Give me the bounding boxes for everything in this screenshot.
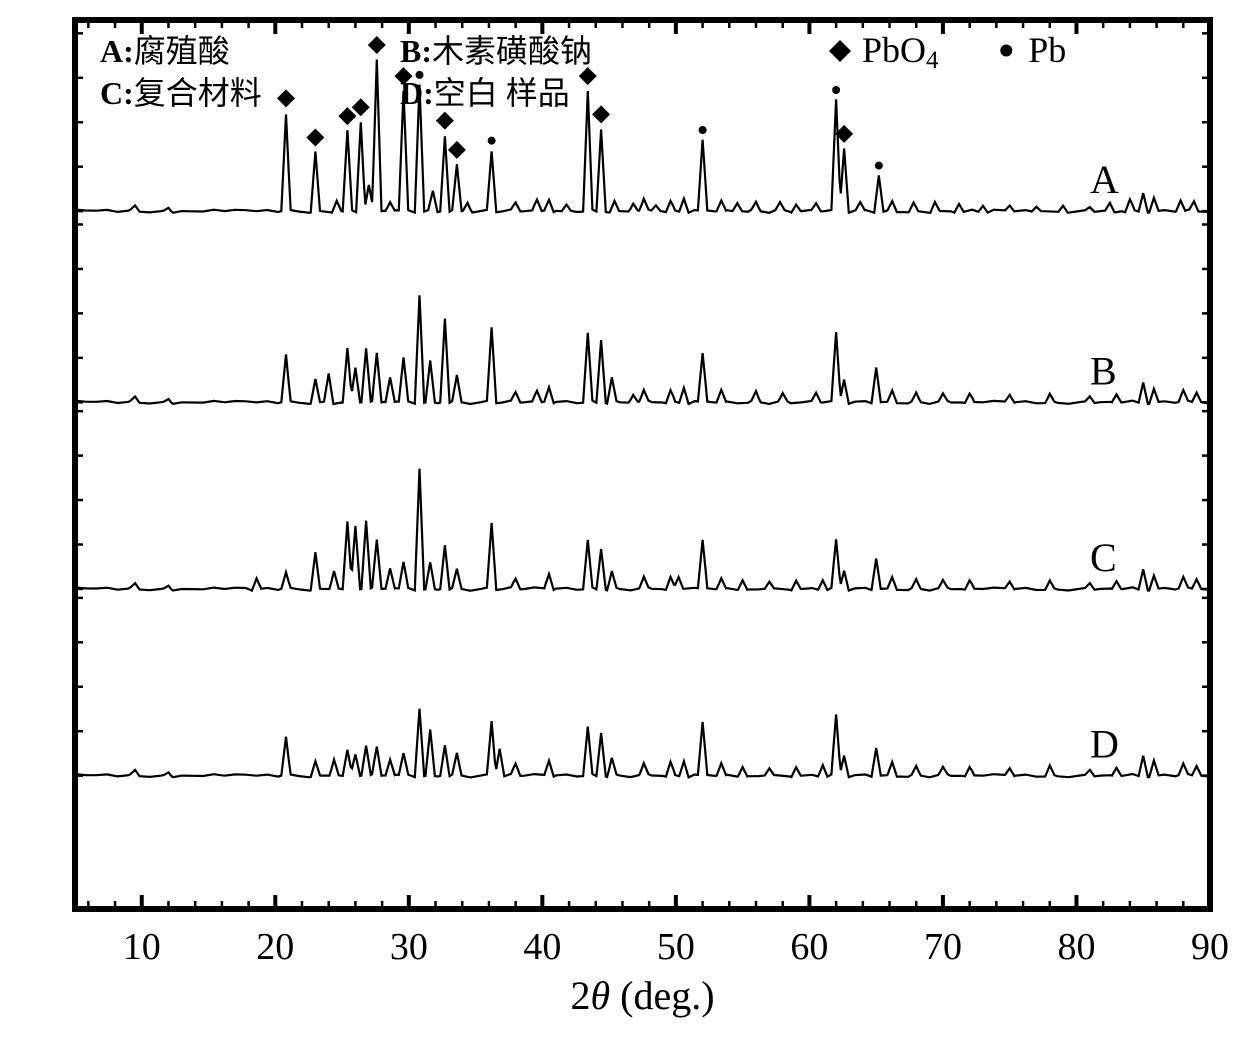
- trace-label-A: A: [1090, 157, 1119, 202]
- legend-dot-icon: [1000, 44, 1012, 56]
- marker-dot: [875, 162, 883, 170]
- marker-dot: [832, 86, 840, 94]
- svg-text:60: 60: [790, 926, 828, 968]
- legend-sample-A: A:腐殖酸: [100, 33, 230, 69]
- svg-text:20: 20: [256, 926, 294, 968]
- trace-label-B: B: [1090, 348, 1117, 393]
- marker-dot: [488, 137, 496, 145]
- legend-sample-B: B:木素磺酸钠: [400, 33, 592, 69]
- svg-text:90: 90: [1191, 926, 1229, 968]
- svg-text:10: 10: [123, 926, 161, 968]
- svg-text:50: 50: [657, 926, 695, 968]
- trace-label-C: C: [1090, 535, 1117, 580]
- svg-text:80: 80: [1057, 926, 1095, 968]
- svg-text:30: 30: [390, 926, 428, 968]
- legend-marker-Pb: Pb: [1028, 30, 1066, 70]
- trace-label-D: D: [1090, 722, 1119, 767]
- xrd-chart: 10 20 30 40 50 60 70 80 90 2θ (deg.) A B C D A:腐殖酸 B:木素…: [0, 0, 1240, 1039]
- xrd-svg: 10 20 30 40 50 60 70 80 90 2θ (deg.) A B C D A:腐殖酸 B:木素…: [0, 0, 1240, 1039]
- legend-sample-D: D:空白 样品: [400, 75, 570, 111]
- marker-dot: [699, 126, 707, 134]
- svg-text:2θ (deg.): 2θ (deg.): [570, 973, 714, 1018]
- svg-text:70: 70: [924, 926, 962, 968]
- legend-sample-C: C:复合材料: [100, 75, 262, 111]
- svg-text:40: 40: [523, 926, 561, 968]
